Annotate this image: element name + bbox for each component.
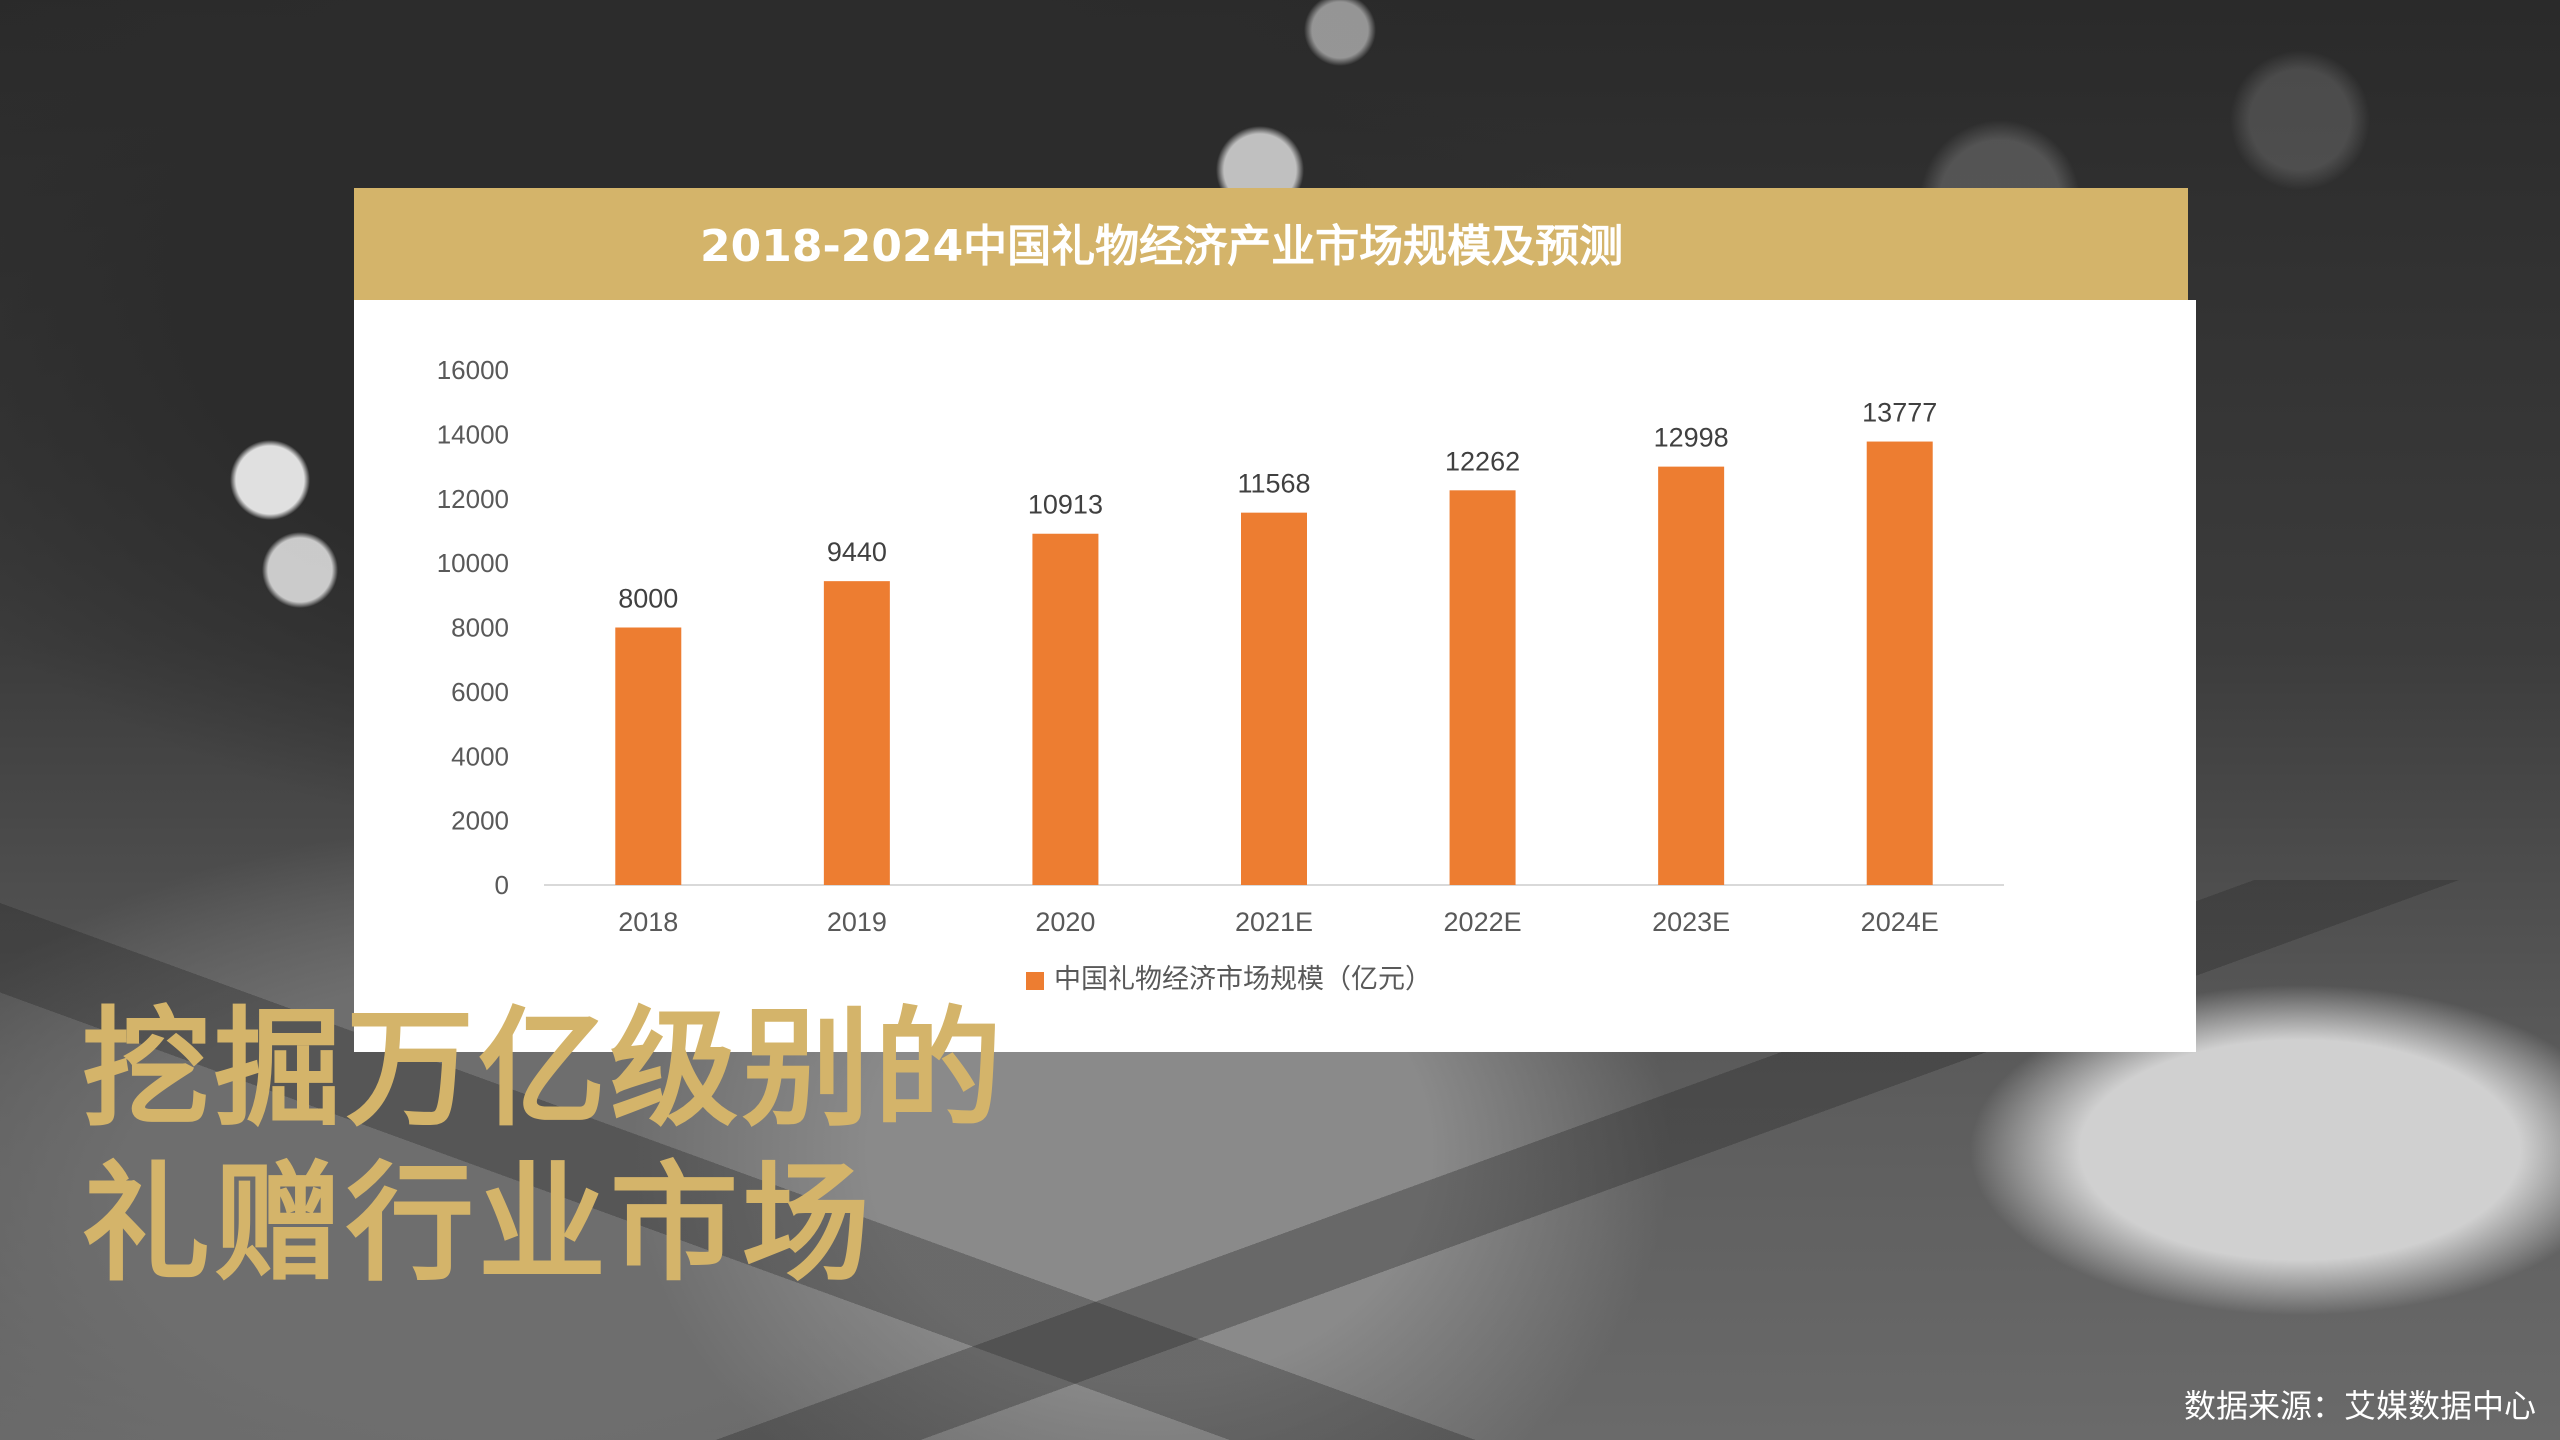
data-label: 13777	[1862, 398, 1937, 428]
x-tick-label: 2022E	[1444, 907, 1522, 937]
x-tick-label: 2019	[827, 907, 887, 937]
data-label: 9440	[827, 537, 887, 567]
y-tick-label: 8000	[451, 613, 509, 643]
y-tick-label: 4000	[451, 741, 509, 771]
y-tick-label: 16000	[437, 355, 509, 385]
x-tick-label: 2021E	[1235, 907, 1313, 937]
x-tick-label: 2020	[1035, 907, 1095, 937]
bar	[1241, 512, 1307, 885]
bar	[1866, 441, 1933, 885]
data-label: 12262	[1445, 446, 1520, 476]
y-tick-label: 14000	[437, 419, 509, 449]
bar	[615, 627, 682, 885]
x-tick-label: 2024E	[1861, 907, 1939, 937]
bar	[1032, 533, 1099, 885]
legend-swatch	[1026, 972, 1044, 990]
y-tick-label: 2000	[451, 806, 509, 836]
data-source: 数据来源：艾媒数据中心	[2183, 1387, 2536, 1425]
x-tick-label: 2023E	[1652, 907, 1730, 937]
y-tick-label: 10000	[437, 548, 509, 578]
x-tick-label: 2018	[618, 907, 678, 937]
chart-title-bar	[354, 188, 2188, 300]
legend-label: 中国礼物经济市场规模（亿元）	[1054, 964, 1432, 995]
bar	[823, 581, 890, 885]
bar-chart: 0 2000 4000 6000 8000 10000 12000 14000 16000 800…	[437, 355, 2004, 995]
chart-panel: 0 2000 4000 6000 8000 10000 12000 14000 16000 800…	[354, 300, 2196, 1052]
bar	[1449, 490, 1516, 885]
data-label: 8000	[618, 584, 678, 614]
y-tick-label: 12000	[437, 484, 509, 514]
data-label: 12998	[1654, 423, 1729, 453]
chart-title: 2018-2024中国礼物经济产业市场规模及预测	[700, 221, 1624, 272]
y-tick-label: 0	[495, 870, 509, 900]
headline-line-1: 挖掘万亿级别的	[82, 995, 1007, 1144]
headline-line-2: 礼赠行业市场	[82, 1150, 875, 1299]
y-tick-label: 6000	[451, 677, 509, 707]
data-label: 11568	[1237, 469, 1310, 499]
data-label: 10913	[1028, 490, 1103, 520]
bar	[1658, 466, 1725, 885]
